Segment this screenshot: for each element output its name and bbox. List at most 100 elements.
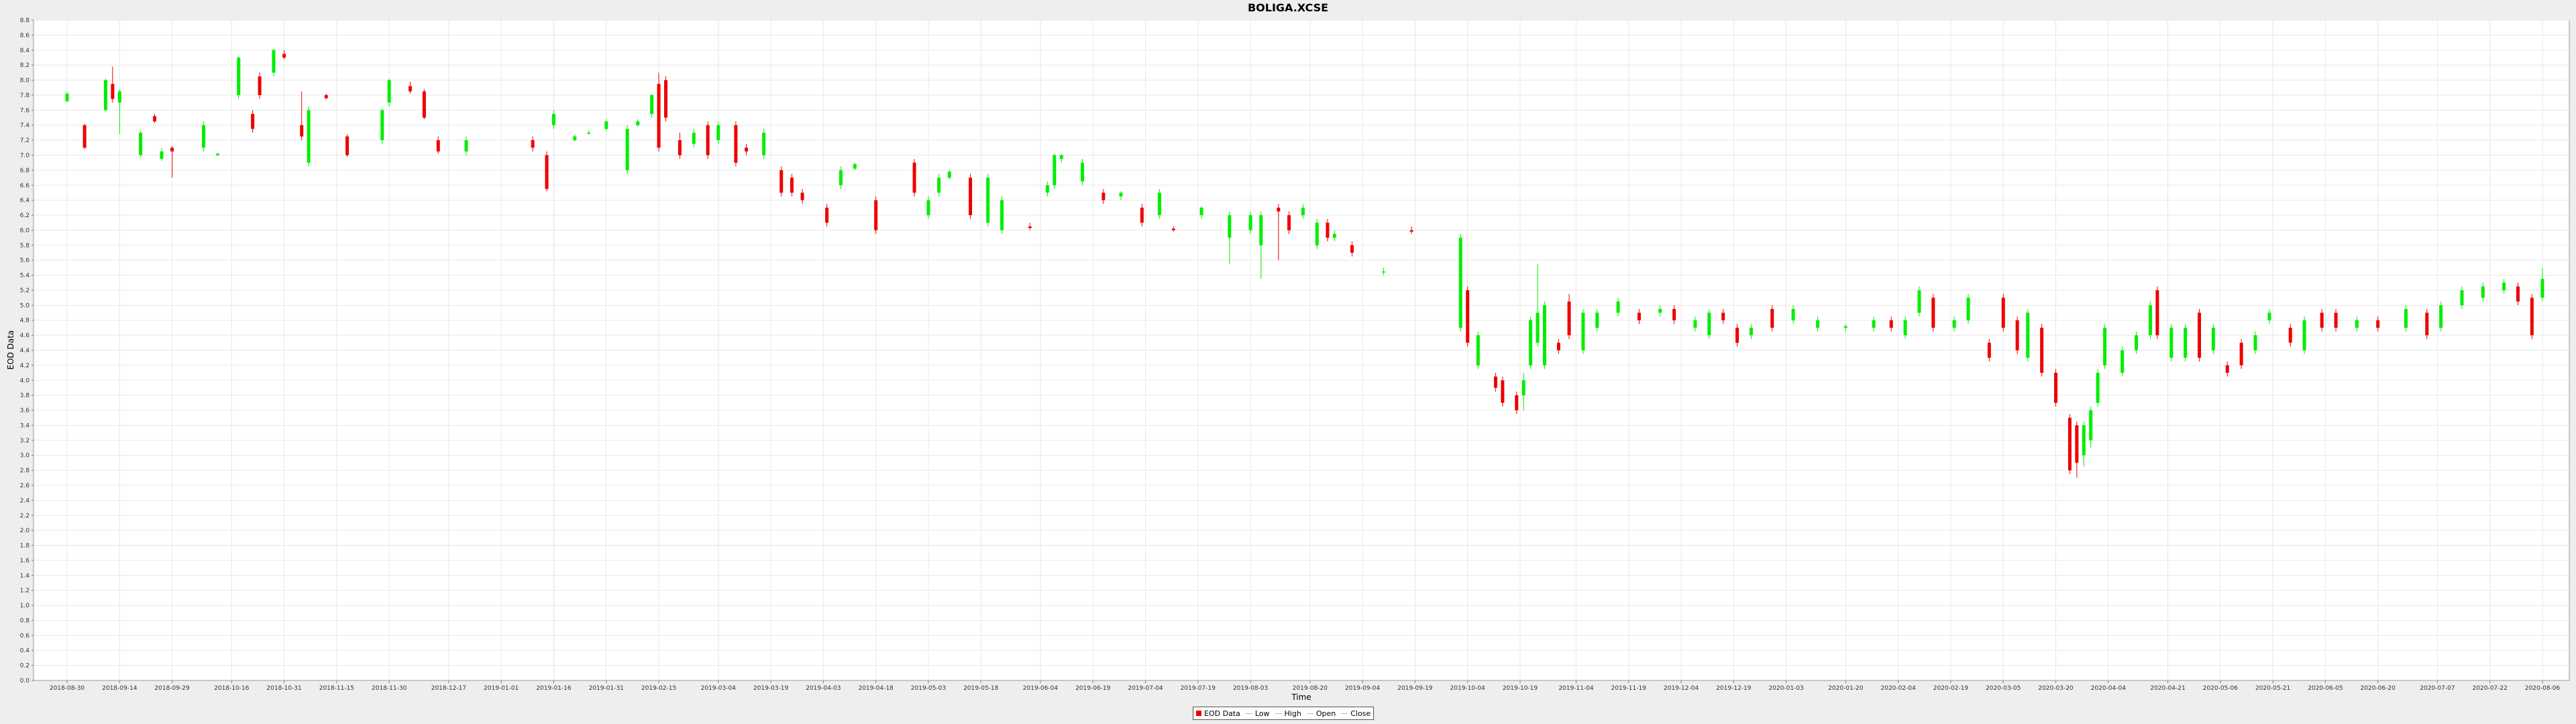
candle-body [139, 132, 143, 156]
legend-item-open: Open [1306, 709, 1336, 718]
candle-body [1556, 343, 1560, 351]
x-tick-label: 2020-06-05 [2308, 685, 2343, 692]
candle-body [2425, 312, 2429, 336]
x-tick-label: 2019-11-19 [1611, 685, 1647, 692]
y-tick-label: 0.6 [20, 633, 30, 640]
y-tick-label: 2.8 [20, 468, 30, 475]
x-axis: 2018-08-30 2018-09-14 2018-09-29 2018-10-16… [50, 680, 2561, 692]
x-tick-label: 2018-12-17 [431, 685, 466, 692]
x-tick-label: 2020-04-21 [2150, 685, 2185, 692]
candle-body [464, 140, 468, 152]
candle-body [1301, 207, 1305, 216]
candle-body [531, 140, 535, 148]
legend-label: High [1284, 709, 1301, 718]
candle-body [912, 162, 916, 193]
y-tick-label: 3.6 [20, 408, 30, 414]
y-tick-label: 0.8 [20, 617, 30, 624]
candle-body [2148, 305, 2152, 336]
legend-swatch-line [1275, 713, 1282, 714]
candle-body [2320, 312, 2324, 328]
x-tick-label: 2018-09-29 [154, 685, 190, 692]
candle-body [2376, 320, 2380, 328]
y-tick-label: 2.6 [20, 483, 30, 489]
candle-body [1000, 200, 1004, 231]
candle-body [387, 80, 391, 103]
x-tick-label: 2019-08-03 [1233, 685, 1268, 692]
candle-body [202, 125, 206, 148]
candle-body [1326, 223, 1330, 238]
candle-body [2302, 320, 2306, 351]
candle-body [2169, 327, 2174, 358]
x-tick-label: 2019-07-04 [1128, 685, 1163, 692]
candle-body [1872, 320, 1876, 328]
x-tick-label: 2020-08-06 [2525, 685, 2561, 692]
y-tick-label: 3.0 [20, 452, 30, 459]
candle-body [215, 154, 219, 156]
y-tick-label: 5.6 [20, 257, 30, 264]
legend-item-close: Close [1341, 709, 1371, 718]
candle-body [1045, 185, 1049, 193]
x-tick-label: 2019-12-19 [1716, 685, 1752, 692]
candle-body [152, 116, 156, 122]
y-tick-label: 4.6 [20, 333, 30, 339]
chart-title: BOLIGA.XCSE [1247, 1, 1329, 14]
y-tick-label: 2.0 [20, 528, 30, 534]
candle-body [1053, 155, 1057, 186]
x-tick-label: 2019-05-03 [911, 685, 946, 692]
y-tick-label: 2.4 [20, 497, 30, 504]
chart-legend: EOD Data Low High Open Close [1193, 707, 1375, 720]
y-tick-label: 3.4 [20, 422, 30, 429]
x-tick-label: 2019-10-19 [1503, 685, 1538, 692]
y-tick-label: 1.8 [20, 543, 30, 550]
candle-body [103, 80, 107, 111]
x-tick-label: 2019-09-19 [1397, 685, 1433, 692]
candle-body [2355, 320, 2359, 328]
candle-body [2184, 327, 2188, 358]
candle-body [2460, 290, 2464, 306]
candle-body [1791, 308, 1795, 320]
candle-body [170, 147, 174, 152]
candle-body [422, 91, 426, 118]
y-tick-label: 5.2 [20, 288, 30, 294]
x-tick-label: 2020-05-06 [2203, 685, 2239, 692]
x-tick-label: 2020-02-19 [1933, 685, 1969, 692]
candle-body [551, 113, 555, 125]
candle-body [1515, 395, 1519, 411]
candle-body [853, 164, 857, 169]
y-tick-label: 4.2 [20, 363, 30, 369]
candle-body [1707, 312, 1711, 336]
candle-body [1581, 312, 1585, 351]
candle-body [1637, 312, 1641, 320]
x-tick-label: 2019-03-04 [701, 685, 737, 692]
candle-body [1721, 312, 1725, 320]
candle-body [117, 91, 121, 103]
legend-label: Low [1254, 709, 1270, 718]
candle-body [1521, 380, 1525, 396]
candle-body [1140, 207, 1144, 223]
y-tick-label: 8.8 [20, 17, 30, 24]
candle-body [573, 136, 577, 141]
candle-body [1493, 376, 1497, 388]
candle-body [716, 125, 720, 141]
candle-body [1228, 215, 1232, 238]
x-tick-label: 2019-08-20 [1293, 685, 1328, 692]
candle-body [2040, 327, 2044, 373]
candle-body [1081, 162, 1085, 182]
candle-body [251, 113, 255, 129]
candle-body [2439, 305, 2443, 328]
grid-lines [34, 19, 2569, 680]
y-tick-label: 4.8 [20, 318, 30, 324]
x-tick-label: 2019-04-03 [806, 685, 841, 692]
candle-body [874, 200, 878, 231]
candle-body [1735, 327, 1739, 343]
candle-body [780, 170, 784, 193]
candle-body [1770, 308, 1774, 328]
x-tick-label: 2019-11-04 [1558, 685, 1594, 692]
x-tick-label: 2018-10-31 [266, 685, 301, 692]
candle-body [436, 140, 440, 152]
candle-body [1028, 226, 1032, 229]
candle-body [1843, 326, 1847, 328]
candle-body [1543, 305, 1547, 365]
candle-body [2267, 312, 2271, 320]
